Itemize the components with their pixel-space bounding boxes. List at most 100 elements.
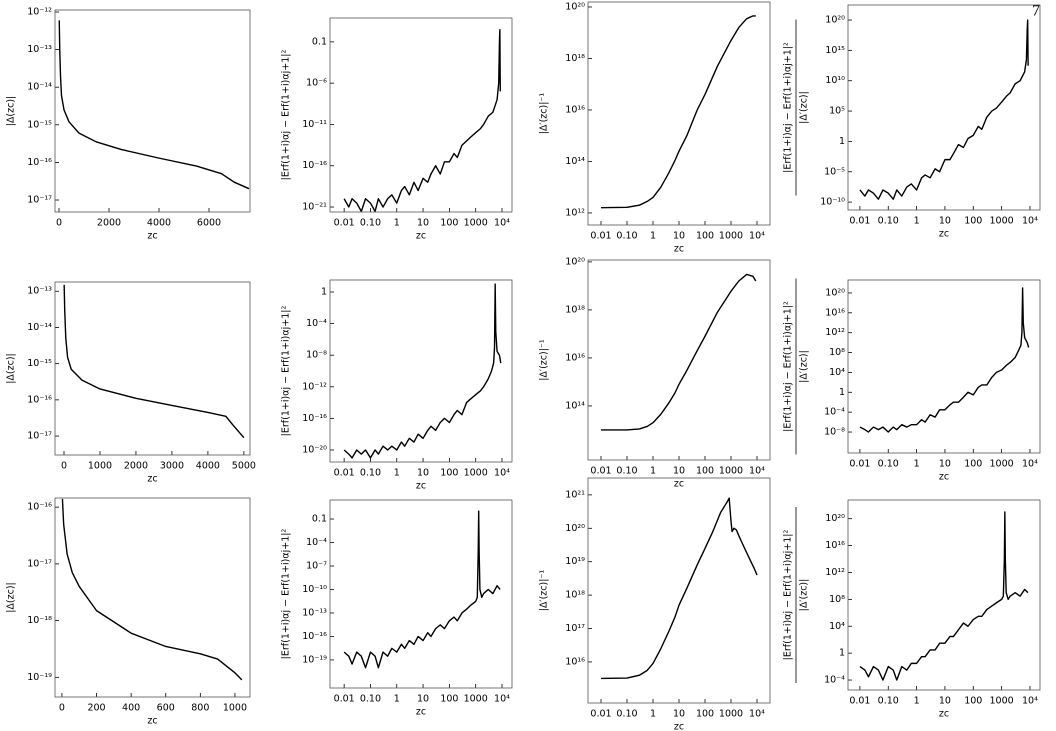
x-tick-label: 10⁴ [749, 709, 765, 720]
plot-area [600, 15, 756, 209]
x-tick-label: 10 [417, 218, 429, 229]
plot-frame [847, 4, 1041, 211]
plot-area [58, 20, 250, 190]
x-tick-label: 0.01 [334, 694, 355, 705]
x-tick-label: 800 [191, 703, 209, 714]
plot-area [859, 287, 1030, 433]
chart-panel: 0.01 0.10 1 10 100 1000 10⁴ 10²⁰ 10¹⁶ 10¹² 10⁸ 10⁴ 1… [783, 278, 1041, 483]
chart-panel: 0 2000 4000 6000 10⁻¹² 10⁻¹³ 10⁻¹⁴ 10⁻¹⁵ 10⁻¹⁶ 10… [6, 6, 251, 242]
x-axis-label: zc [416, 707, 426, 718]
y-axis-label: |Δ′(zc)|⁻¹ [539, 339, 550, 381]
y-tick-label: 10⁻⁴ [306, 537, 327, 548]
x-tick-label: 100 [964, 216, 982, 227]
y-tick-label: 10⁻¹⁶ [302, 413, 327, 424]
x-tick-label: 100 [696, 709, 714, 720]
x-axis-label: zc [416, 231, 426, 242]
x-tick-label: 1000 [464, 468, 488, 479]
y-tick-label: 10¹⁹ [565, 556, 585, 567]
x-tick-label: 10⁴ [749, 466, 765, 477]
plot-area [343, 28, 501, 212]
x-tick-label: 0.01 [849, 459, 870, 470]
x-axis-label: zc [147, 716, 157, 727]
y-tick-label: 10⁻²¹ [302, 202, 327, 213]
x-tick-label: 0.01 [334, 218, 355, 229]
x-tick-label: 0.10 [616, 709, 637, 720]
x-axis-label: zc [147, 231, 157, 242]
x-tick-label: 0.01 [590, 466, 611, 477]
y-tick-label: 10⁻¹³ [27, 286, 52, 297]
x-tick-label: 2000 [124, 461, 148, 472]
y-axis-label: |Δ(zc)| [6, 96, 17, 127]
y-axis-label: |Erf(1+i)αj − Erf(1+i)αj+1|² [783, 42, 794, 173]
y-tick-label: 1 [321, 286, 327, 297]
y-tick-label: 10¹² [825, 327, 845, 338]
y-tick-label: 10⁸ [829, 594, 845, 605]
x-tick-label: 100 [964, 696, 982, 707]
y-tick-label: 0.1 [312, 36, 327, 47]
y-tick-label: 10⁵ [829, 106, 845, 117]
x-tick-label: 10⁴ [1022, 216, 1038, 227]
y-tick-label: 1 [839, 387, 845, 398]
y-tick-label: 10⁻¹⁶ [27, 157, 52, 168]
y-tick-label: 10⁻¹⁷ [27, 195, 52, 206]
y-axis-label: |Δ(zc)| [6, 353, 17, 384]
x-tick-label: 10 [673, 231, 685, 242]
y-tick-label: 10⁻¹⁹ [27, 672, 52, 683]
y-tick-label: 10⁻⁸ [306, 350, 327, 361]
plot-frame [54, 281, 251, 456]
x-tick-label: 10 [939, 216, 951, 227]
y-axis-label-denominator: |Δ′(zc)| [799, 579, 810, 612]
x-tick-label: 10 [417, 694, 429, 705]
y-tick-label: 10²⁰ [825, 15, 845, 26]
x-tick-label: 0.10 [878, 696, 899, 707]
y-axis-label: |Erf(1+i)αj − Erf(1+i)αj+1|² [783, 529, 794, 660]
x-axis-label: zc [939, 229, 949, 240]
y-tick-label: 10¹⁶ [825, 540, 845, 551]
y-tick-label: 10¹² [565, 207, 585, 218]
y-tick-label: 1 [839, 136, 845, 147]
y-tick-label: 10⁻⁴ [306, 318, 327, 329]
x-tick-label: 0.10 [616, 231, 637, 242]
y-tick-label: 10⁻¹³ [302, 607, 327, 618]
plot-frame [54, 497, 251, 698]
chart-panel: 0 200 400 600 800 1000 10⁻¹⁶ 10⁻¹⁷ 10⁻¹⁸ 10⁻¹⁹ zc |… [6, 497, 251, 727]
x-tick-label: 1000 [990, 216, 1014, 227]
x-tick-label: 10⁴ [1022, 696, 1038, 707]
plot-area [61, 498, 243, 681]
y-tick-label: 10⁻⁴ [824, 675, 845, 686]
x-tick-label: 0.01 [849, 696, 870, 707]
y-tick-label: 10²⁰ [825, 287, 845, 298]
x-tick-label: 10 [939, 696, 951, 707]
plot-area [343, 283, 502, 459]
x-axis-label: zc [416, 481, 426, 492]
chart-panel: 0.01 0.10 1 10 100 1000 10⁴ 10²⁰ 10¹⁵ 10¹⁰ 10⁵ 1 10⁻… [783, 4, 1041, 240]
plot-area [859, 19, 1029, 200]
y-tick-label: 10⁻¹⁷ [27, 558, 52, 569]
y-tick-label: 10¹⁷ [565, 623, 585, 634]
x-tick-label: 0.10 [360, 218, 381, 229]
y-tick-label: 10¹⁴ [565, 156, 585, 167]
y-axis-label-denominator: |Δ′(zc)| [799, 350, 810, 383]
x-tick-label: 10⁴ [494, 218, 510, 229]
data-line [600, 15, 756, 209]
y-tick-label: 10⁻¹⁰ [302, 584, 327, 595]
x-tick-label: 4000 [147, 218, 171, 229]
y-tick-label: 10⁻⁵ [824, 166, 845, 177]
x-tick-label: 0.10 [878, 459, 899, 470]
plot-area [63, 284, 245, 439]
y-tick-label: 10²⁰ [565, 1, 585, 12]
y-tick-label: 10¹² [825, 567, 845, 578]
x-tick-label: 1 [394, 218, 400, 229]
x-tick-label: 100 [440, 218, 458, 229]
plot-frame [847, 279, 1041, 454]
plot-area [601, 273, 757, 431]
x-tick-label: 1 [650, 466, 656, 477]
y-tick-label: 10¹⁵ [825, 45, 845, 56]
x-tick-label: 6000 [197, 218, 221, 229]
y-tick-label: 10⁻⁸ [824, 427, 845, 438]
y-tick-label: 10⁻¹⁵ [27, 358, 52, 369]
y-tick-label: 10⁻¹³ [27, 44, 52, 55]
data-line [61, 498, 243, 681]
data-line [600, 497, 758, 680]
y-tick-label: 10⁻⁴ [824, 407, 845, 418]
